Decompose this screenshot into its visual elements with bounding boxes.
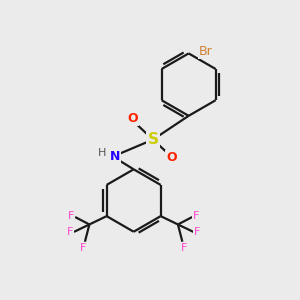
- Text: O: O: [166, 151, 177, 164]
- Text: F: F: [80, 243, 87, 253]
- Text: F: F: [67, 227, 73, 237]
- Text: F: F: [68, 211, 74, 220]
- Text: Br: Br: [199, 45, 213, 58]
- Text: F: F: [193, 211, 200, 220]
- Text: O: O: [128, 112, 138, 125]
- Text: F: F: [181, 243, 187, 253]
- Text: S: S: [148, 132, 158, 147]
- Text: N: N: [110, 150, 120, 163]
- Text: F: F: [194, 227, 201, 237]
- Text: H: H: [98, 148, 106, 158]
